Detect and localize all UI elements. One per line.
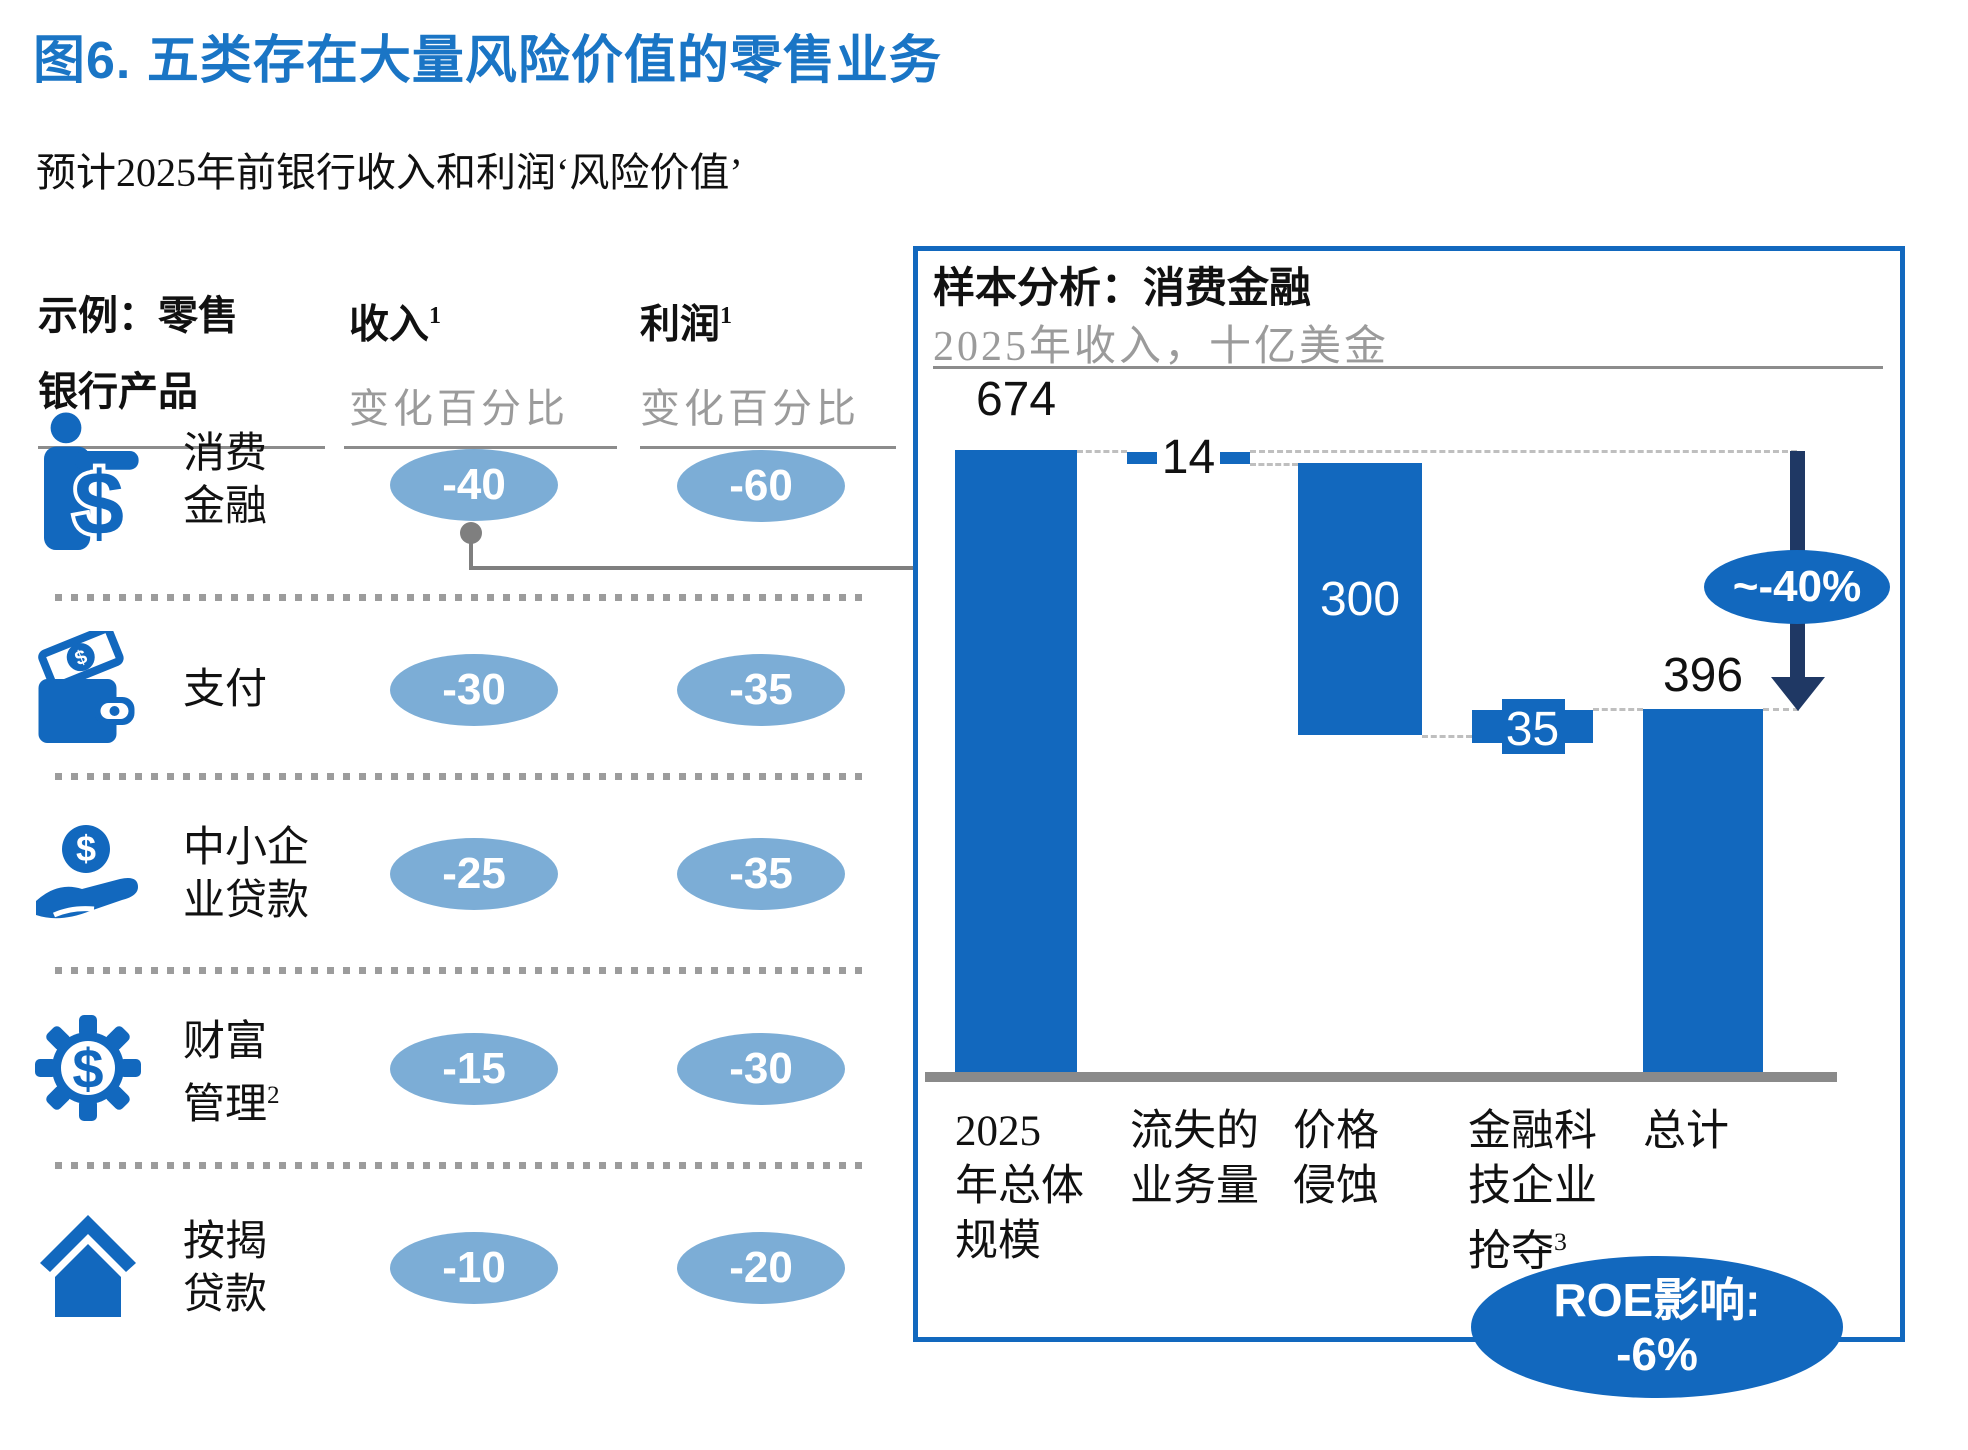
row-separator <box>55 594 867 601</box>
column-header-products: 示例：零售 银行产品 <box>38 292 238 416</box>
value-label-fintech-capture: 35 <box>1505 703 1560 756</box>
svg-text:$: $ <box>76 828 96 869</box>
roe-impact-label: ROE影响: <box>1553 1274 1761 1326</box>
value-label-lost-volume: 14 <box>1161 431 1216 484</box>
label-line: 金融 <box>183 484 268 530</box>
x-label-footnote: 3 <box>1554 1227 1567 1256</box>
roe-impact-value: -6% <box>1616 1328 1698 1380</box>
x-label-fintech-capture: 金融科 技企业 抢夺3 <box>1468 1104 1597 1279</box>
revenue-bubble-mortgage: -10 <box>390 1232 558 1304</box>
label-line: 业贷款 <box>183 878 310 924</box>
panel-subtitle-underline <box>933 366 1883 369</box>
bar-lost-volume-dash-left <box>1127 452 1157 464</box>
header-underline-revenue <box>344 446 617 449</box>
value-label-total: 396 <box>1662 649 1744 702</box>
label-line: 按揭 <box>183 1219 268 1265</box>
guide-674-left <box>1077 450 1127 453</box>
revenue-bubble-consumer-finance: -40 <box>390 449 558 521</box>
decline-percent-badge: ~-40% <box>1704 550 1890 624</box>
value-label-2025-total: 674 <box>975 373 1057 426</box>
revenue-header-text: 收入 <box>349 301 429 347</box>
bar-fintech-capture-label-box <box>1502 699 1565 754</box>
column-header-revenue: 收入1 变化百分比 <box>349 292 569 434</box>
panel-title: 样本分析：消费金融 <box>933 266 1312 312</box>
label-line: 支付 <box>183 667 268 713</box>
x-label-line: 价格 <box>1293 1108 1379 1155</box>
column-header-products-line1: 示例：零售 <box>38 293 238 338</box>
revenue-bubble-payments: -30 <box>390 654 558 726</box>
row-label-mortgage: 按揭 贷款 <box>183 1216 267 1322</box>
header-underline-profit <box>640 446 896 449</box>
x-label-line: 抢夺 <box>1468 1228 1554 1276</box>
connector-hline <box>469 566 915 570</box>
row-label-wealth-management: 财富 管理2 <box>183 1016 280 1132</box>
x-label-total: 总计 <box>1643 1104 1729 1159</box>
label-line: 管理 <box>183 1082 268 1128</box>
payments-icon: $ <box>28 630 148 746</box>
column-header-products-line2: 银行产品 <box>38 369 198 414</box>
x-label-line: 技企业 <box>1468 1163 1597 1210</box>
connector-dot <box>460 522 482 544</box>
guide-396-left <box>1593 708 1643 711</box>
bar-total <box>1643 709 1763 1072</box>
x-label-2025-total: 2025 年总体 规模 <box>955 1104 1084 1269</box>
roe-impact-badge: ROE影响: -6% <box>1471 1256 1843 1398</box>
connector-vline <box>469 541 473 570</box>
value-label-price-erosion: 300 <box>1319 573 1401 626</box>
guide-674-right <box>1250 450 1797 453</box>
row-separator <box>55 773 867 780</box>
x-label-line: 业务量 <box>1130 1163 1259 1210</box>
svg-text:$: $ <box>72 1037 103 1100</box>
x-label-line: 流失的 <box>1130 1108 1259 1155</box>
profit-header-sub: 变化百分比 <box>640 386 860 432</box>
x-label-line: 年总体 <box>955 1163 1084 1210</box>
profit-bubble-consumer-finance: -60 <box>677 450 845 522</box>
x-label-line: 规模 <box>955 1218 1041 1265</box>
label-line: 贷款 <box>183 1272 268 1318</box>
label-line: 消费 <box>183 431 268 477</box>
label-footnote: 2 <box>267 1082 280 1109</box>
revenue-header-sub: 变化百分比 <box>349 386 569 432</box>
header-underline-products <box>38 446 325 449</box>
x-axis-line <box>925 1072 1837 1082</box>
bar-2025-total <box>955 450 1077 1072</box>
label-line: 财富 <box>183 1019 268 1065</box>
row-label-sme-loans: 中小企 业贷款 <box>183 822 309 928</box>
profit-bubble-wealth-management: -30 <box>677 1033 845 1105</box>
svg-text:$: $ <box>73 454 123 555</box>
figure-subtitle: 预计2025年前银行收入和利润‘风险价值’ <box>36 150 743 195</box>
bar-price-erosion <box>1298 463 1422 735</box>
x-label-line: 总计 <box>1643 1108 1729 1155</box>
figure-title: 图6. 五类存在大量风险价值的零售业务 <box>33 32 942 90</box>
row-separator <box>55 967 867 974</box>
guide-360 <box>1422 735 1472 738</box>
x-label-line: 2025 <box>955 1108 1041 1155</box>
mortgage-icon <box>28 1212 148 1322</box>
sme-loans-icon: $ <box>28 822 148 932</box>
profit-header-text: 利润 <box>640 301 720 347</box>
panel-subtitle: 2025年收入，十亿美金 <box>933 324 1390 370</box>
column-header-profit: 利润1 变化百分比 <box>640 292 860 434</box>
row-separator <box>55 1162 867 1169</box>
x-label-price-erosion: 价格 侵蚀 <box>1293 1104 1379 1214</box>
profit-bubble-sme-loans: -35 <box>677 838 845 910</box>
x-label-line: 金融科 <box>1468 1108 1597 1155</box>
bar-lost-volume-dash-right <box>1220 452 1250 464</box>
guide-660 <box>1250 463 1298 466</box>
revenue-header-footnote: 1 <box>429 303 441 329</box>
label-line: 中小企 <box>183 825 310 871</box>
x-label-lost-volume: 流失的 业务量 <box>1130 1104 1259 1214</box>
decline-arrow-head <box>1771 677 1825 711</box>
x-label-line: 侵蚀 <box>1293 1163 1379 1210</box>
row-label-payments: 支付 <box>183 664 267 717</box>
row-label-consumer-finance: 消费 金融 <box>183 428 267 534</box>
consumer-finance-icon: $ <box>25 408 150 560</box>
profit-bubble-payments: -35 <box>677 654 845 726</box>
revenue-bubble-wealth-management: -15 <box>390 1033 558 1105</box>
wealth-management-icon: $ <box>28 1012 148 1124</box>
revenue-bubble-sme-loans: -25 <box>390 838 558 910</box>
profit-header-footnote: 1 <box>720 303 732 329</box>
profit-bubble-mortgage: -20 <box>677 1232 845 1304</box>
